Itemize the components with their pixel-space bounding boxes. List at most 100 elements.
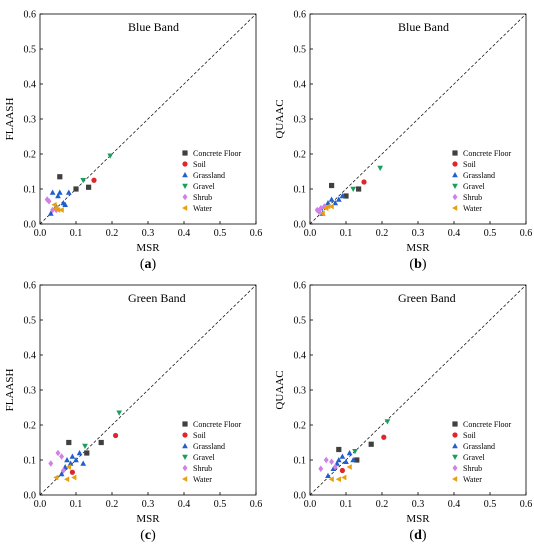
legend: Concrete Floor Soil Grassland Gravel Shrub Wa…: [182, 420, 242, 484]
legend-label: Concrete Floor: [193, 149, 242, 158]
x-axis-label: MSR: [136, 513, 160, 525]
data-point-soil: [381, 434, 387, 440]
legend-marker: [182, 454, 188, 460]
data-point-grassland: [67, 460, 74, 466]
x-tick-label: 0.3: [412, 499, 425, 510]
y-tick-label: 0.1: [24, 456, 37, 467]
data-point-concrete-floor: [66, 439, 72, 446]
panel-a: 0.0 0.1 0.2 0.3 0.4 0.5 0.6 0.0 0.1 0.2 0.3 0.4 0.5 0…: [4, 10, 262, 273]
legend: Concrete Floor Soil Grassland Gravel Shrub Wa…: [452, 420, 512, 484]
data-point-grassland: [69, 453, 76, 459]
x-tick-label: 0.1: [70, 499, 83, 510]
y-tick-label: 0.5: [24, 45, 37, 56]
y-tick-label: 0.4: [294, 80, 307, 91]
y-tick-label: 0.2: [294, 421, 307, 432]
legend-label: Gravel: [463, 182, 486, 191]
y-tick-label: 0.5: [294, 45, 307, 56]
data-point-grassland: [343, 458, 349, 464]
band-title: Green Band: [398, 291, 456, 305]
y-tick-label: 0.4: [24, 351, 37, 362]
data-point-grassland: [80, 460, 87, 466]
data-point-water: [346, 464, 352, 470]
legend-label: Grassland: [463, 442, 495, 451]
data-point-gravel: [107, 153, 114, 159]
data-point-grassland: [339, 453, 346, 459]
data-point-water: [64, 476, 70, 483]
y-tick-label: 0.0: [294, 220, 307, 231]
panel-b: 0.0 0.1 0.2 0.3 0.4 0.5 0.6 0.0 0.1 0.2 0.3 0.4 0.5 0…: [274, 10, 532, 273]
x-tick-label: 0.2: [106, 499, 119, 510]
data-point-soil: [339, 467, 345, 474]
band-title: Blue Band: [128, 20, 179, 34]
data-point-gravel: [82, 443, 88, 449]
legend-label: Gravel: [193, 182, 216, 191]
legend-label: Water: [463, 475, 482, 484]
data-point-soil: [361, 179, 367, 185]
legend-marker: [182, 183, 188, 189]
x-tick-label: 0.1: [340, 499, 353, 510]
y-tick-label: 0.3: [24, 386, 37, 397]
legend-label: Shrub: [463, 464, 482, 473]
legend-label: Water: [193, 204, 212, 213]
y-tick-label: 0.2: [294, 150, 307, 161]
y-tick-label: 0.5: [24, 316, 37, 327]
legend-marker: [182, 172, 188, 178]
y-tick-label: 0.6: [24, 10, 37, 21]
data-point-grassland: [58, 471, 65, 477]
legend-label: Soil: [193, 160, 207, 169]
legend-marker: [452, 454, 458, 460]
x-tick-label: 0.4: [448, 499, 461, 510]
legend-label: Soil: [193, 431, 207, 440]
legend-marker: [452, 172, 458, 178]
data-point-shrub: [59, 453, 65, 460]
data-point-gravel: [350, 186, 357, 192]
panel-d: 0.0 0.1 0.2 0.3 0.4 0.5 0.6 0.0 0.1 0.2 0.3 0.4 0.5 0…: [274, 281, 532, 544]
y-tick-label: 0.2: [24, 421, 37, 432]
data-point-soil: [69, 469, 75, 475]
data-point-concrete-floor: [329, 182, 335, 189]
y-tick-label: 0.6: [294, 281, 307, 292]
data-point-grassland: [47, 210, 54, 216]
data-point-concrete-floor: [354, 457, 360, 463]
data-point-shrub: [329, 458, 335, 465]
data-point-concrete-floor: [57, 174, 63, 180]
legend-marker: [182, 161, 188, 167]
legend-marker: [452, 161, 458, 167]
data-point-grassland: [335, 196, 342, 202]
y-tick-label: 0.0: [24, 491, 37, 502]
y-tick-label: 0.5: [294, 316, 307, 327]
y-tick-label: 0.3: [294, 115, 307, 126]
panel-caption: (a): [140, 257, 157, 272]
legend-marker: [452, 476, 458, 482]
data-point-grassland: [350, 457, 357, 463]
y-tick-label: 0.1: [24, 185, 37, 196]
legend-marker: [182, 150, 188, 156]
data-point-concrete-floor: [368, 441, 374, 447]
x-tick-label: 0.2: [376, 499, 389, 510]
legend-label: Shrub: [463, 193, 482, 202]
x-tick-label: 0.4: [178, 228, 191, 239]
legend-label: Gravel: [463, 453, 486, 462]
data-point-grassland: [325, 200, 331, 206]
x-tick-label: 0.4: [178, 499, 191, 510]
data-point-grassland: [65, 189, 72, 195]
x-tick-label: 0.2: [376, 228, 389, 239]
legend-label: Water: [193, 475, 212, 484]
legend-label: Shrub: [193, 464, 212, 473]
data-point-grassland: [335, 457, 342, 463]
legend-label: Grassland: [193, 442, 225, 451]
identity-line: [39, 13, 257, 225]
data-point-concrete-floor: [73, 186, 79, 192]
data-point-water: [335, 476, 342, 483]
x-tick-label: 0.3: [142, 228, 155, 239]
y-tick-label: 0.6: [294, 10, 307, 21]
legend-marker: [182, 432, 188, 438]
legend-marker: [182, 464, 188, 472]
legend-label: Shrub: [193, 193, 212, 202]
data-point-concrete-floor: [343, 193, 349, 199]
data-point-shrub: [321, 203, 327, 210]
x-tick-label: 0.5: [214, 499, 227, 510]
data-point-water: [53, 474, 59, 481]
y-tick-label: 0.0: [294, 491, 307, 502]
